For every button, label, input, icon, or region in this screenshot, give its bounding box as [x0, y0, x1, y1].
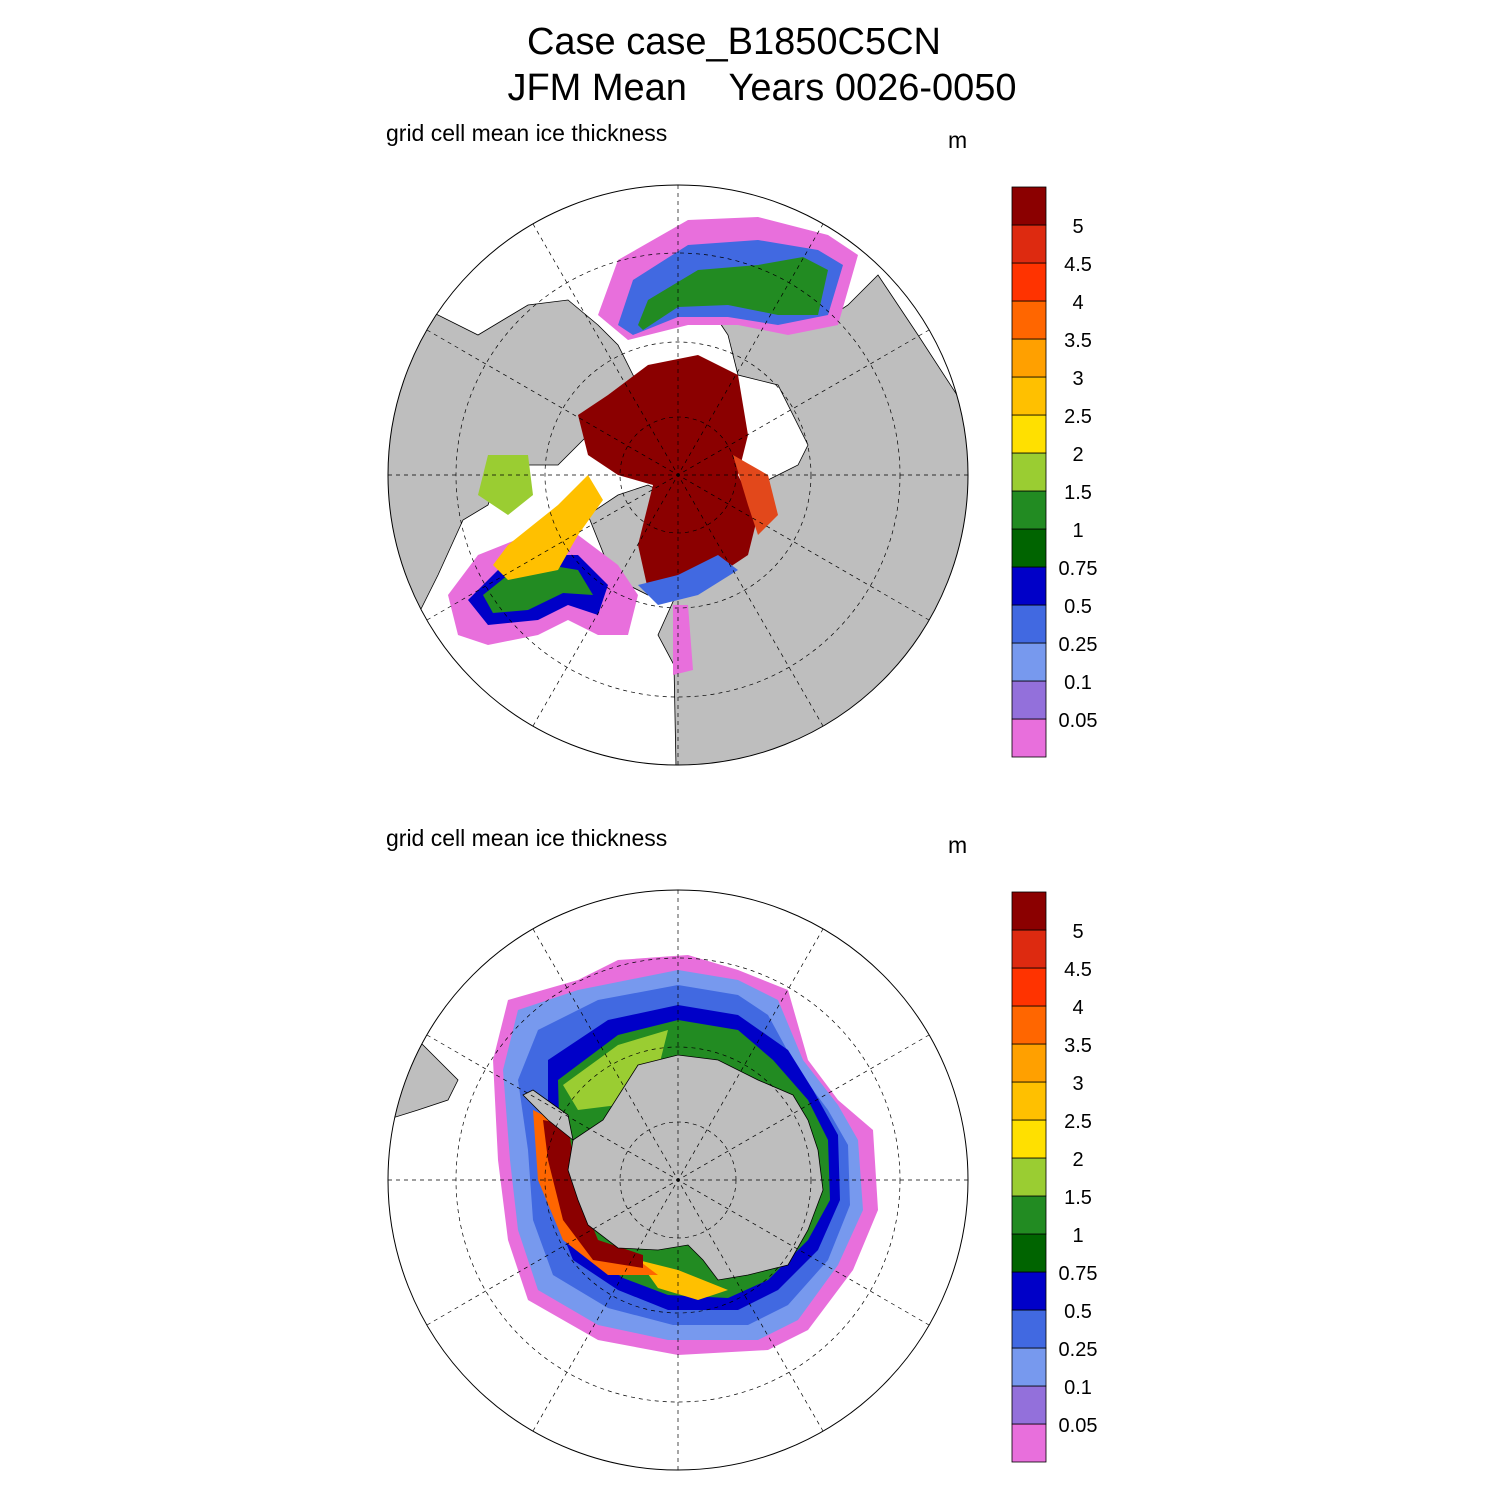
nh-colorbar-label: 1.5 [1064, 482, 1092, 504]
sh-colorbar-box-14 [1011, 891, 1047, 931]
sh-colorbar-boxes [1011, 891, 1047, 1463]
nh-colorbar-box-14 [1011, 186, 1047, 226]
nh-colorbar-label: 2 [1072, 444, 1083, 466]
sh-colorbar-label: 2.5 [1064, 1111, 1092, 1133]
nh-colorbar-label: 0.25 [1059, 634, 1098, 656]
sh-colorbar-labels: 0.05 0.1 0.25 0.5 0.75 1 1.5 2 2.5 3 3.5 4 4.5 5 [1059, 921, 1098, 1437]
nh-colorbar-box-4 [1011, 566, 1047, 606]
sh-colorbar-label: 0.25 [1059, 1339, 1098, 1361]
nh-variable-label: grid cell mean ice thickness [386, 120, 668, 146]
nh-colorbar-box-3 [1011, 604, 1047, 644]
sh-units-label: m [948, 832, 968, 858]
nh-colorbar-label: 3 [1072, 368, 1083, 390]
nh-colorbar-label: 4 [1072, 292, 1083, 314]
sh-colorbar-label: 1.5 [1064, 1187, 1092, 1209]
sh-colorbar-box-4 [1011, 1271, 1047, 1311]
sh-colorbar-label: 1 [1072, 1225, 1083, 1247]
nh-colorbar-label: 0.5 [1064, 596, 1092, 618]
nh-colorbar-label: 3.5 [1064, 330, 1092, 352]
nh-colorbar-box-1 [1011, 680, 1047, 720]
figure-title-line1: Case case_B1850C5CN [526, 21, 941, 63]
sh-colorbar-box-9 [1011, 1081, 1047, 1121]
sh-colorbar-label: 4 [1072, 997, 1083, 1019]
sh-colorbar-label: 0.5 [1064, 1301, 1092, 1323]
nh-colorbar-boxes [1011, 186, 1047, 758]
nh-colorbar-box-0 [1011, 718, 1047, 758]
nh-polar-map [387, 184, 969, 766]
sh-colorbar-label: 0.75 [1059, 1263, 1098, 1285]
nh-colorbar-label: 1 [1072, 520, 1083, 542]
nh-colorbar-box-12 [1011, 262, 1047, 302]
sh-colorbar-box-11 [1011, 1005, 1047, 1045]
sh-colorbar-box-7 [1011, 1157, 1047, 1197]
sh-land-peninsula [522, 1089, 574, 1141]
sh-polar-map [387, 889, 969, 1471]
nh-ice-hudson [478, 455, 533, 515]
nh-ice-labrador-thick [493, 475, 603, 580]
sh-colorbar-label: 3.5 [1064, 1035, 1092, 1057]
sh-variable-label: grid cell mean ice thickness [386, 825, 668, 851]
nh-colorbar-box-6 [1011, 490, 1047, 530]
nh-colorbar-label: 5 [1072, 216, 1083, 238]
nh-colorbar-label: 0.05 [1059, 710, 1098, 732]
sh-colorbar-box-0 [1011, 1423, 1047, 1463]
nh-colorbar-label: 0.75 [1059, 558, 1098, 580]
nh-colorbar-box-13 [1011, 224, 1047, 264]
sh-colorbar-box-5 [1011, 1233, 1047, 1273]
sh-colorbar: 0.05 0.1 0.25 0.5 0.75 1 1.5 2 2.5 3 3.5 4 4.5 5 [1011, 891, 1098, 1463]
sh-colorbar-box-12 [1011, 967, 1047, 1007]
sh-colorbar-box-3 [1011, 1309, 1047, 1349]
sh-colorbar-label: 0.1 [1064, 1377, 1092, 1399]
nh-colorbar-box-5 [1011, 528, 1047, 568]
figure-title-line2: JFM Mean Years 0026-0050 [507, 67, 1017, 109]
nh-colorbar-box-7 [1011, 452, 1047, 492]
nh-ice-greenland-east [638, 555, 738, 605]
nh-units-label: m [948, 127, 968, 153]
sh-colorbar-box-13 [1011, 929, 1047, 969]
sh-colorbar-box-8 [1011, 1119, 1047, 1159]
sh-colorbar-box-2 [1011, 1347, 1047, 1387]
nh-colorbar-label: 0.1 [1064, 672, 1092, 694]
nh-colorbar-box-2 [1011, 642, 1047, 682]
sh-ice-weddell [563, 1030, 668, 1110]
nh-ice-pacific-core [638, 257, 828, 330]
sh-colorbar-box-1 [1011, 1385, 1047, 1425]
sh-ice-bellingshausen [533, 1110, 658, 1275]
sh-ice-ross-thick [638, 1260, 728, 1300]
nh-colorbar-labels: 0.05 0.1 0.25 0.5 0.75 1 1.5 2 2.5 3 3.5 4 4.5 5 [1059, 216, 1098, 732]
nh-colorbar-box-9 [1011, 376, 1047, 416]
sh-colorbar-label: 0.05 [1059, 1415, 1098, 1437]
sh-land-antarctica [567, 1054, 824, 1281]
sh-colorbar-label: 4.5 [1064, 959, 1092, 981]
sh-colorbar-label: 5 [1072, 921, 1083, 943]
sh-colorbar-label: 2 [1072, 1149, 1083, 1171]
sh-colorbar-label: 3 [1072, 1073, 1083, 1095]
nh-colorbar-box-8 [1011, 414, 1047, 454]
nh-colorbar: 0.05 0.1 0.25 0.5 0.75 1 1.5 2 2.5 3 3.5 4 4.5 5 [1011, 186, 1098, 758]
sh-colorbar-box-10 [1011, 1043, 1047, 1083]
nh-colorbar-box-10 [1011, 338, 1047, 378]
nh-colorbar-box-11 [1011, 300, 1047, 340]
sh-colorbar-box-6 [1011, 1195, 1047, 1235]
sh-ice-amundsen [543, 1120, 643, 1268]
nh-colorbar-label: 2.5 [1064, 406, 1092, 428]
nh-colorbar-label: 4.5 [1064, 254, 1092, 276]
